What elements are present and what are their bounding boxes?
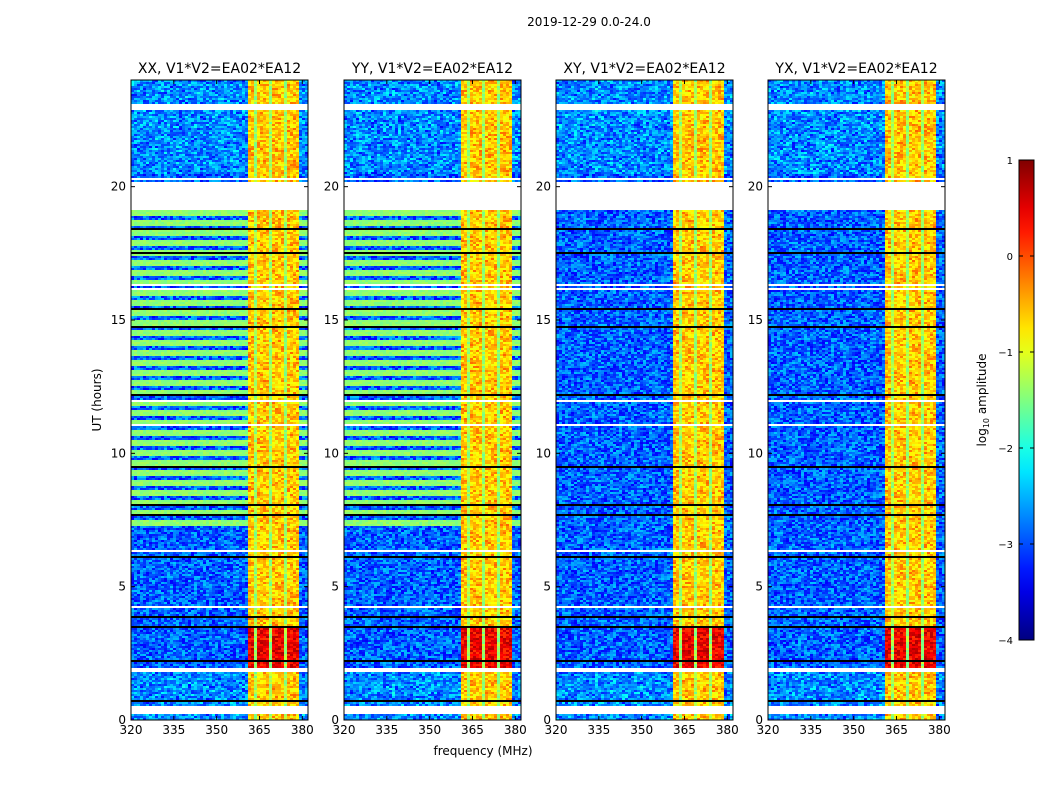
x-tick-label: 380	[504, 723, 527, 737]
x-tick-label: 335	[799, 723, 822, 737]
x-tick-label: 380	[291, 723, 314, 737]
x-tick-label: 335	[587, 723, 610, 737]
y-tick-label: 5	[755, 580, 763, 594]
y-axis-label: UT (hours)	[90, 368, 104, 431]
x-tick-label: 335	[162, 723, 185, 737]
y-tick-label: 15	[324, 313, 339, 327]
colorbar-tick-label: −1	[998, 348, 1013, 359]
y-tick-label: 5	[331, 580, 339, 594]
colorbar-tick-label: −3	[998, 540, 1013, 551]
y-tick-label: 0	[755, 713, 763, 727]
colorbar-label: log10 amplitude	[975, 354, 991, 447]
y-tick-label: 10	[536, 446, 551, 460]
y-tick-label: 20	[324, 180, 339, 194]
x-tick-label: 350	[418, 723, 441, 737]
panel-image	[768, 80, 946, 720]
x-tick-label: 350	[630, 723, 653, 737]
x-tick-label: 350	[205, 723, 228, 737]
y-tick-label: 0	[331, 713, 339, 727]
colorbar-tick-label: −4	[998, 636, 1013, 647]
colorbar-tick-label: 0	[1007, 252, 1013, 263]
y-tick-label: 10	[324, 446, 339, 460]
panel-image	[131, 80, 309, 720]
y-tick-label: 5	[118, 580, 126, 594]
suptitle: 2019-12-29 0.0-24.0	[527, 15, 651, 29]
y-tick-label: 20	[536, 180, 551, 194]
y-tick-label: 0	[543, 713, 551, 727]
y-tick-label: 10	[748, 446, 763, 460]
x-tick-label: 350	[842, 723, 865, 737]
y-tick-label: 20	[748, 180, 763, 194]
panel-title: XY, V1*V2=EA02*EA12	[563, 61, 725, 77]
y-tick-label: 15	[536, 313, 551, 327]
panel-title: YX, V1*V2=EA02*EA12	[774, 61, 937, 77]
y-tick-label: 0	[118, 713, 126, 727]
panel-image	[344, 80, 522, 720]
x-tick-label: 365	[673, 723, 696, 737]
y-tick-label: 15	[748, 313, 763, 327]
x-tick-label: 380	[716, 723, 739, 737]
x-tick-label: 380	[928, 723, 951, 737]
x-tick-label: 335	[375, 723, 398, 737]
y-tick-label: 20	[111, 180, 126, 194]
y-tick-label: 5	[543, 580, 551, 594]
x-tick-label: 365	[885, 723, 908, 737]
panel-title: YY, V1*V2=EA02*EA12	[351, 61, 513, 77]
panel-image	[556, 80, 734, 720]
x-tick-label: 365	[461, 723, 484, 737]
colorbar: 1 0 −1 −2 −3 −4 log10 amplitude	[975, 156, 1034, 647]
colorbar-tick-label: 1	[1007, 156, 1013, 167]
colorbar-gradient	[1019, 160, 1034, 640]
x-axis-label: frequency (MHz)	[433, 744, 532, 758]
y-tick-label: 10	[111, 446, 126, 460]
x-tick-label: 365	[248, 723, 271, 737]
y-tick-label: 15	[111, 313, 126, 327]
panel-title: XX, V1*V2=EA02*EA12	[138, 61, 301, 77]
colorbar-tick-label: −2	[998, 444, 1013, 455]
